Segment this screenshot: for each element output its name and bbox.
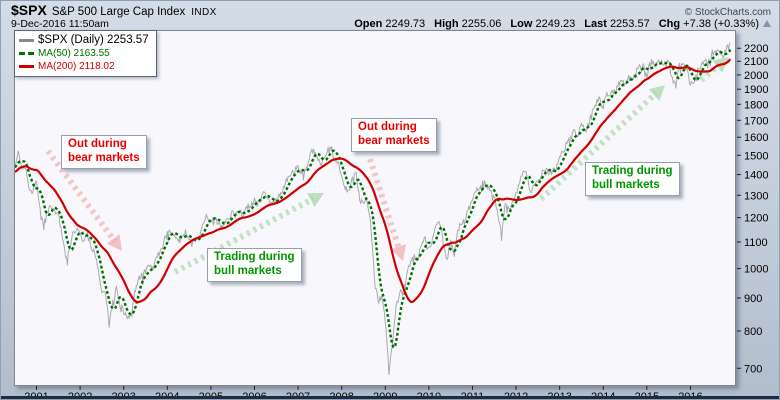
plot-area <box>14 30 736 386</box>
header-title-row: $SPX S&P 500 Large Cap Index INDX © Stoc… <box>11 2 771 18</box>
price-line <box>15 42 731 376</box>
x-axis-label: 2005 <box>199 391 223 400</box>
legend-label: $SPX (Daily) 2253.57 <box>38 34 149 46</box>
annotation-text: bull markets <box>592 178 660 191</box>
annotation-text: Trading during <box>214 251 295 263</box>
x-axis-label: 2009 <box>373 391 397 400</box>
y-axis-label: 800 <box>744 326 762 338</box>
x-axis-label: 2002 <box>68 391 92 400</box>
chart-legend: $SPX (Daily) 2253.57 MA(50) 2163.55 MA(200… <box>14 30 157 77</box>
annotation-text: bear markets <box>68 151 140 164</box>
y-axis-label: 1800 <box>744 99 768 111</box>
y-axis-label: 1500 <box>744 150 768 162</box>
legend-label: MA(50) 2163.55 <box>38 48 110 59</box>
quote-strip: Open 2249.73 High 2255.06 Low 2249.23 Last … <box>345 18 771 30</box>
x-axis-label: 2004 <box>155 391 179 400</box>
quote-high-value: 2255.06 <box>461 18 502 30</box>
legend-line-sample <box>19 65 34 68</box>
quote-last-value: 2253.57 <box>609 18 650 30</box>
x-axis-label: 2014 <box>591 391 615 400</box>
symbol-label: $SPX <box>11 2 47 18</box>
y-axis-label: 1300 <box>744 190 768 202</box>
annotation-box: Trading during bull markets <box>207 248 302 282</box>
y-axis-label: 700 <box>744 363 762 375</box>
quote-open-value: 2249.73 <box>385 18 426 30</box>
quote-low-value: 2249.23 <box>535 18 576 30</box>
legend-line-sample <box>19 52 34 55</box>
quote-open-label: Open <box>354 18 383 30</box>
x-axis-label: 2010 <box>417 391 441 400</box>
y-axis-label: 2000 <box>744 70 768 82</box>
header-quote-row: 9-Dec-2016 11:50am Open 2249.73 High 2255… <box>11 18 771 30</box>
exchange-label: INDX <box>191 7 217 18</box>
copyright-label: © StockCharts.com <box>684 7 771 18</box>
bottom-frame-line <box>1 396 779 399</box>
annotation-text: Trading during <box>592 165 673 177</box>
trend-arrow-head <box>106 234 122 251</box>
x-axis-label: 2008 <box>329 391 353 400</box>
legend-label: MA(200) 2118.02 <box>38 61 115 72</box>
trend-arrow-head <box>307 192 324 208</box>
annotation-text: bull markets <box>214 264 282 277</box>
trend-arrow-shaft <box>367 158 403 251</box>
datetime-label: 9-Dec-2016 11:50am <box>11 18 109 30</box>
annotation-text: bear markets <box>358 134 430 147</box>
quote-chg-value: +7.38 (+0.33%) <box>683 18 759 30</box>
x-axis-label: 2012 <box>504 391 528 400</box>
page-title: S&P 500 Large Cap Index <box>51 6 186 18</box>
y-axis-label: 1400 <box>744 170 768 182</box>
y-axis-label: 2200 <box>744 43 768 55</box>
y-axis-label: 2100 <box>744 56 768 68</box>
annotation-box: Out during bear markets <box>61 135 147 169</box>
quote-chg-label: Chg <box>658 18 681 30</box>
x-axis-label: 2007 <box>286 391 310 400</box>
quote-high-label: High <box>434 18 459 30</box>
ma50-line <box>15 49 732 349</box>
quote-low-label: Low <box>510 18 533 30</box>
annotation-box: Trading during bull markets <box>585 162 680 196</box>
y-axis-label: 1200 <box>744 213 768 225</box>
y-axis-label: 1700 <box>744 115 768 127</box>
y-axis-label: 1600 <box>744 132 768 144</box>
x-axis-label: 2015 <box>635 391 659 400</box>
change-up-icon <box>763 20 771 27</box>
quote-last-label: Last <box>584 18 607 30</box>
x-axis-label: 2013 <box>547 391 571 400</box>
y-axis-label: 1100 <box>744 237 768 249</box>
annotation-text: Out during <box>68 138 127 150</box>
y-axis-label: 1000 <box>744 264 768 276</box>
annotation-text: Out during <box>358 121 417 133</box>
legend-item: MA(200) 2118.02 <box>19 60 149 73</box>
trend-arrow-head <box>648 85 665 102</box>
legend-item: $SPX (Daily) 2253.57 <box>19 33 149 47</box>
ma200-line <box>15 58 732 304</box>
x-axis-label: 2011 <box>461 391 485 400</box>
legend-line-sample <box>19 38 34 42</box>
x-axis-label: 2003 <box>111 391 135 400</box>
y-axis-label: 1900 <box>744 84 768 96</box>
trend-arrows <box>45 57 729 275</box>
annotation-box: Out during bear markets <box>351 118 437 152</box>
x-axis-label: 2016 <box>678 391 702 400</box>
y-axis-label: 900 <box>744 293 762 305</box>
chart-header: $SPX S&P 500 Large Cap Index INDX © Stoc… <box>1 1 779 30</box>
trend-arrow-head <box>390 244 406 261</box>
x-axis-label: 2006 <box>242 391 266 400</box>
legend-item: MA(50) 2163.55 <box>19 47 149 60</box>
